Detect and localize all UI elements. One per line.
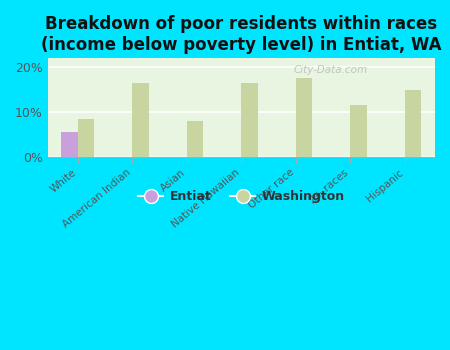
Text: City-Data.com: City-Data.com (293, 65, 368, 75)
Bar (61, 132, 78, 157)
Bar (187, 121, 203, 157)
Bar (241, 83, 258, 157)
Legend: Entiat, Washington: Entiat, Washington (133, 185, 350, 208)
Bar (132, 83, 148, 157)
Title: Breakdown of poor residents within races
(income below poverty level) in Entiat,: Breakdown of poor residents within races… (41, 15, 441, 54)
Bar (296, 78, 312, 157)
Bar (351, 105, 367, 157)
Bar (78, 119, 94, 157)
Bar (405, 90, 421, 157)
